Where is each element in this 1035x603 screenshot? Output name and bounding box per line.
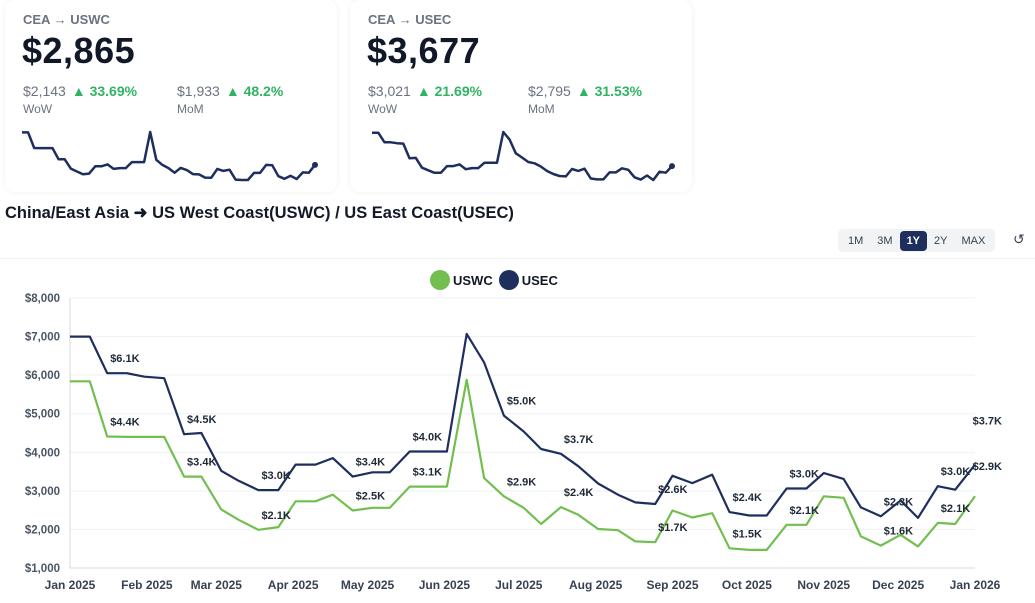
usec-card: CEA → USEC $3,677 $3,021 ▲ 21.69% WoW $2,7… bbox=[350, 0, 692, 192]
chart-legend: USWC USEC bbox=[430, 270, 564, 290]
wow-label: WoW bbox=[23, 102, 53, 116]
uswc-sparkline bbox=[22, 130, 318, 182]
sparkline-end-dot bbox=[312, 161, 318, 168]
usec-swatch bbox=[498, 270, 519, 290]
mom-prev-price: $1,933 bbox=[177, 83, 220, 99]
current-price: $3,677 bbox=[367, 30, 481, 71]
triangle-up-icon: ▲ bbox=[225, 83, 240, 99]
triangle-up-icon: ▲ bbox=[576, 83, 591, 99]
range-selector: 1M 3M 1Y 2Y MAX bbox=[838, 229, 996, 252]
mom-prev-price: $2,795 bbox=[528, 83, 571, 99]
wow-prev-price: $3,021 bbox=[368, 83, 411, 99]
chart-container bbox=[0, 258, 1035, 603]
range-2y-button[interactable]: 2Y bbox=[934, 234, 948, 247]
sparkline-end-dot bbox=[669, 163, 675, 170]
route-label: CEA → USWC bbox=[23, 12, 110, 27]
mom-stat: $2,795 ▲ 31.53% MoM bbox=[528, 83, 642, 116]
usec-sparkline bbox=[372, 130, 675, 182]
triangle-up-icon: ▲ bbox=[71, 83, 86, 99]
mom-change: ▲ 31.53% bbox=[577, 83, 642, 99]
wow-stat: $2,143 ▲ 33.69% WoW bbox=[23, 83, 137, 116]
sparkline-path bbox=[372, 130, 673, 182]
chart-title: China/East Asia ➜ US West Coast(USWC) / … bbox=[5, 204, 514, 222]
legend-item-usec[interactable]: USEC bbox=[498, 270, 558, 290]
sparkline-path bbox=[22, 130, 316, 182]
range-1m-button[interactable]: 1M bbox=[848, 234, 864, 247]
range-1y-button[interactable]: 1Y bbox=[899, 230, 928, 251]
reset-icon[interactable]: ↺ bbox=[1013, 231, 1025, 247]
mom-stat: $1,933 ▲ 48.2% MoM bbox=[177, 83, 283, 116]
route-label: CEA → USEC bbox=[368, 12, 452, 27]
legend-label: USEC bbox=[521, 272, 558, 288]
wow-stat: $3,021 ▲ 21.69% WoW bbox=[368, 83, 482, 116]
mom-label: MoM bbox=[177, 102, 204, 116]
range-3m-button[interactable]: 3M bbox=[877, 234, 893, 247]
wow-label: WoW bbox=[368, 102, 398, 116]
wow-pct: 33.69% bbox=[89, 83, 138, 99]
uswc-swatch bbox=[430, 270, 450, 290]
mom-change: ▲ 48.2% bbox=[226, 83, 283, 99]
mom-pct: 31.53% bbox=[594, 83, 643, 99]
wow-change: ▲ 21.69% bbox=[417, 83, 482, 99]
range-max-button[interactable]: MAX bbox=[961, 234, 986, 247]
legend-label: USWC bbox=[453, 272, 493, 288]
legend-item-uswc[interactable]: USWC bbox=[430, 270, 493, 290]
mom-pct: 48.2% bbox=[243, 83, 284, 99]
triangle-up-icon: ▲ bbox=[416, 83, 431, 99]
current-price: $2,865 bbox=[22, 30, 136, 71]
wow-pct: 21.69% bbox=[434, 83, 483, 99]
wow-change: ▲ 33.69% bbox=[72, 83, 137, 99]
wow-prev-price: $2,143 bbox=[23, 83, 66, 99]
mom-label: MoM bbox=[528, 102, 555, 116]
uswc-card: CEA → USWC $2,865 $2,143 ▲ 33.69% WoW $1,9… bbox=[5, 0, 337, 192]
